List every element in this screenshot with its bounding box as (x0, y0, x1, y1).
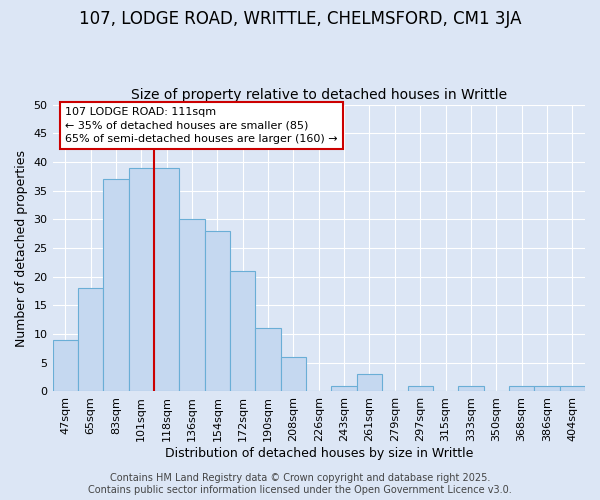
Bar (53, 340, 78, 392)
Bar (205, 231, 230, 392)
Text: 107 LODGE ROAD: 111sqm
← 35% of detached houses are smaller (85)
65% of semi-det: 107 LODGE ROAD: 111sqm ← 35% of detached… (65, 108, 338, 144)
Bar (128, 168, 154, 392)
Bar (281, 357, 306, 392)
Y-axis label: Number of detached properties: Number of detached properties (15, 150, 28, 346)
Bar (357, 374, 382, 392)
X-axis label: Distribution of detached houses by size in Writtle: Distribution of detached houses by size … (164, 447, 473, 460)
Text: 107, LODGE ROAD, WRITTLE, CHELMSFORD, CM1 3JA: 107, LODGE ROAD, WRITTLE, CHELMSFORD, CM… (79, 10, 521, 28)
Title: Size of property relative to detached houses in Writtle: Size of property relative to detached ho… (131, 88, 507, 102)
Text: Contains HM Land Registry data © Crown copyright and database right 2025.
Contai: Contains HM Land Registry data © Crown c… (88, 474, 512, 495)
Bar (179, 220, 205, 392)
Bar (407, 386, 433, 392)
Bar (534, 386, 560, 392)
Bar (509, 386, 534, 392)
Bar (331, 386, 357, 392)
Bar (560, 386, 585, 392)
Bar (256, 328, 281, 392)
Bar (230, 271, 256, 392)
Bar (458, 386, 484, 392)
Bar (78, 288, 103, 392)
Bar (103, 179, 128, 392)
Bar (154, 168, 179, 392)
